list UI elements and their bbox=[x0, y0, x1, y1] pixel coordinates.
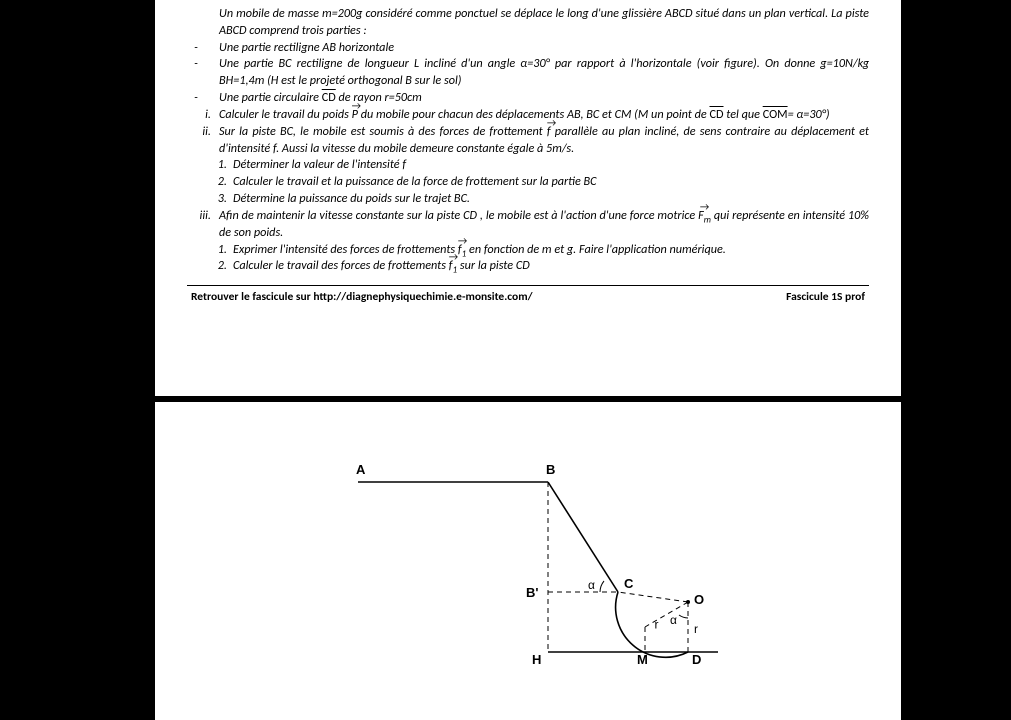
vector-fm: Fm bbox=[698, 208, 711, 225]
num-marker: 1. bbox=[197, 242, 233, 259]
sub-text: Calculer le travail des forces de frotte… bbox=[233, 258, 869, 275]
dash-marker: - bbox=[187, 40, 205, 57]
problem-text: Un mobile de masse m=200g considéré comm… bbox=[187, 6, 869, 306]
svg-text:C: C bbox=[624, 576, 634, 591]
svg-text:M: M bbox=[637, 652, 648, 667]
svg-text:r: r bbox=[694, 622, 698, 636]
dash-marker: - bbox=[187, 90, 205, 107]
bullet-item: - Une partie BC rectiligne de longueur L… bbox=[187, 56, 869, 90]
text-frag: Calculer le travail des forces de frotte… bbox=[233, 258, 449, 273]
track-diagram: ABB'CODMHααrr bbox=[318, 452, 738, 682]
question-text: Afin de maintenir la vitesse constante s… bbox=[219, 208, 869, 242]
question-i: i. Calculer le travail du poids P du mob… bbox=[187, 107, 869, 124]
sub-text: Détermine la puissance du poids sur le t… bbox=[233, 191, 869, 208]
text-frag: Calculer le travail du poids bbox=[219, 107, 352, 122]
svg-text:D: D bbox=[692, 652, 701, 667]
text-frag: de rayon r=50cm bbox=[336, 90, 422, 105]
sub-text: Déterminer la valeur de l'intensité f bbox=[233, 157, 869, 174]
arc-cd: CD bbox=[322, 90, 336, 105]
text-frag: en fonction de m et g. Faire l'applicati… bbox=[466, 242, 726, 257]
roman-marker: iii. bbox=[187, 208, 217, 242]
svg-text:α: α bbox=[588, 578, 595, 592]
svg-text:O: O bbox=[694, 592, 704, 607]
vector-f1: f1 bbox=[458, 242, 466, 259]
footer-right: Fascicule 1S prof bbox=[786, 290, 865, 306]
subquestion: 3. Détermine la puissance du poids sur l… bbox=[187, 191, 869, 208]
sub-text: Exprimer l'intensité des forces de frott… bbox=[233, 242, 869, 259]
document-page-1: Un mobile de masse m=200g considéré comm… bbox=[155, 0, 901, 396]
svg-text:A: A bbox=[356, 462, 366, 477]
text-frag: = α=30°) bbox=[788, 107, 830, 122]
document-page-2: ABB'CODMHααrr bbox=[155, 402, 901, 720]
roman-marker: ii. bbox=[187, 124, 217, 158]
text-frag: Exprimer l'intensité des forces de frott… bbox=[233, 242, 458, 257]
arc-cd: CD bbox=[710, 107, 724, 122]
text-frag: Une partie circulaire bbox=[219, 90, 322, 105]
svg-text:B: B bbox=[546, 462, 555, 477]
svg-text:α: α bbox=[670, 613, 677, 627]
diagram-svg: ABB'CODMHααrr bbox=[318, 452, 738, 682]
bullet-text: Une partie BC rectiligne de longueur L i… bbox=[219, 56, 869, 90]
side-tab-icon[interactable] bbox=[1001, 362, 1011, 388]
subquestion: 1. Exprimer l'intensité des forces de fr… bbox=[187, 242, 869, 259]
roman-marker: i. bbox=[187, 107, 217, 124]
subscript: 1 bbox=[462, 248, 467, 259]
text-frag: Afin de maintenir la vitesse constante s… bbox=[219, 208, 698, 223]
footer-rule bbox=[187, 285, 869, 286]
num-marker: 2. bbox=[197, 258, 233, 275]
arc-com: COM bbox=[763, 107, 788, 122]
svg-text:H: H bbox=[532, 652, 541, 667]
text-frag: du mobile pour chacun des déplacements A… bbox=[358, 107, 710, 122]
question-text: Sur la piste BC, le mobile est soumis à … bbox=[219, 124, 869, 158]
vector-f1: f1 bbox=[449, 258, 457, 275]
page-footer: Retrouver le fascicule sur http://diagne… bbox=[187, 290, 869, 306]
subquestion: 1. Déterminer la valeur de l'intensité f bbox=[187, 157, 869, 174]
subscript: 1 bbox=[453, 265, 458, 276]
subquestion: 2. Calculer le travail et la puissance d… bbox=[187, 174, 869, 191]
sub-text: Calculer le travail et la puissance de l… bbox=[233, 174, 869, 191]
text-frag: sur la piste CD bbox=[457, 258, 530, 273]
num-marker: 1. bbox=[197, 157, 233, 174]
svg-text:B': B' bbox=[526, 585, 538, 600]
question-ii: ii. Sur la piste BC, le mobile est soumi… bbox=[187, 124, 869, 158]
text-frag: tel que bbox=[724, 107, 763, 122]
bullet-item: - Une partie rectiligne AB horizontale bbox=[187, 40, 869, 57]
svg-text:r: r bbox=[655, 618, 659, 632]
num-marker: 3. bbox=[197, 191, 233, 208]
intro-paragraph: Un mobile de masse m=200g considéré comm… bbox=[219, 6, 869, 40]
subscript: m bbox=[704, 214, 711, 225]
question-text: Calculer le travail du poids P du mobile… bbox=[219, 107, 869, 124]
vector-f: f bbox=[547, 124, 551, 141]
text-frag: Sur la piste BC, le mobile est soumis à … bbox=[219, 124, 547, 139]
subquestion: 2. Calculer le travail des forces de fro… bbox=[187, 258, 869, 275]
question-iii: iii. Afin de maintenir la vitesse consta… bbox=[187, 208, 869, 242]
dash-marker: - bbox=[187, 56, 205, 90]
footer-left: Retrouver le fascicule sur http://diagne… bbox=[191, 290, 533, 306]
bullet-text: Une partie circulaire CD de rayon r=50cm bbox=[219, 90, 869, 107]
bullet-text: Une partie rectiligne AB horizontale bbox=[219, 40, 869, 57]
num-marker: 2. bbox=[197, 174, 233, 191]
vector-p: P bbox=[352, 107, 358, 124]
bullet-item: - Une partie circulaire CD de rayon r=50… bbox=[187, 90, 869, 107]
